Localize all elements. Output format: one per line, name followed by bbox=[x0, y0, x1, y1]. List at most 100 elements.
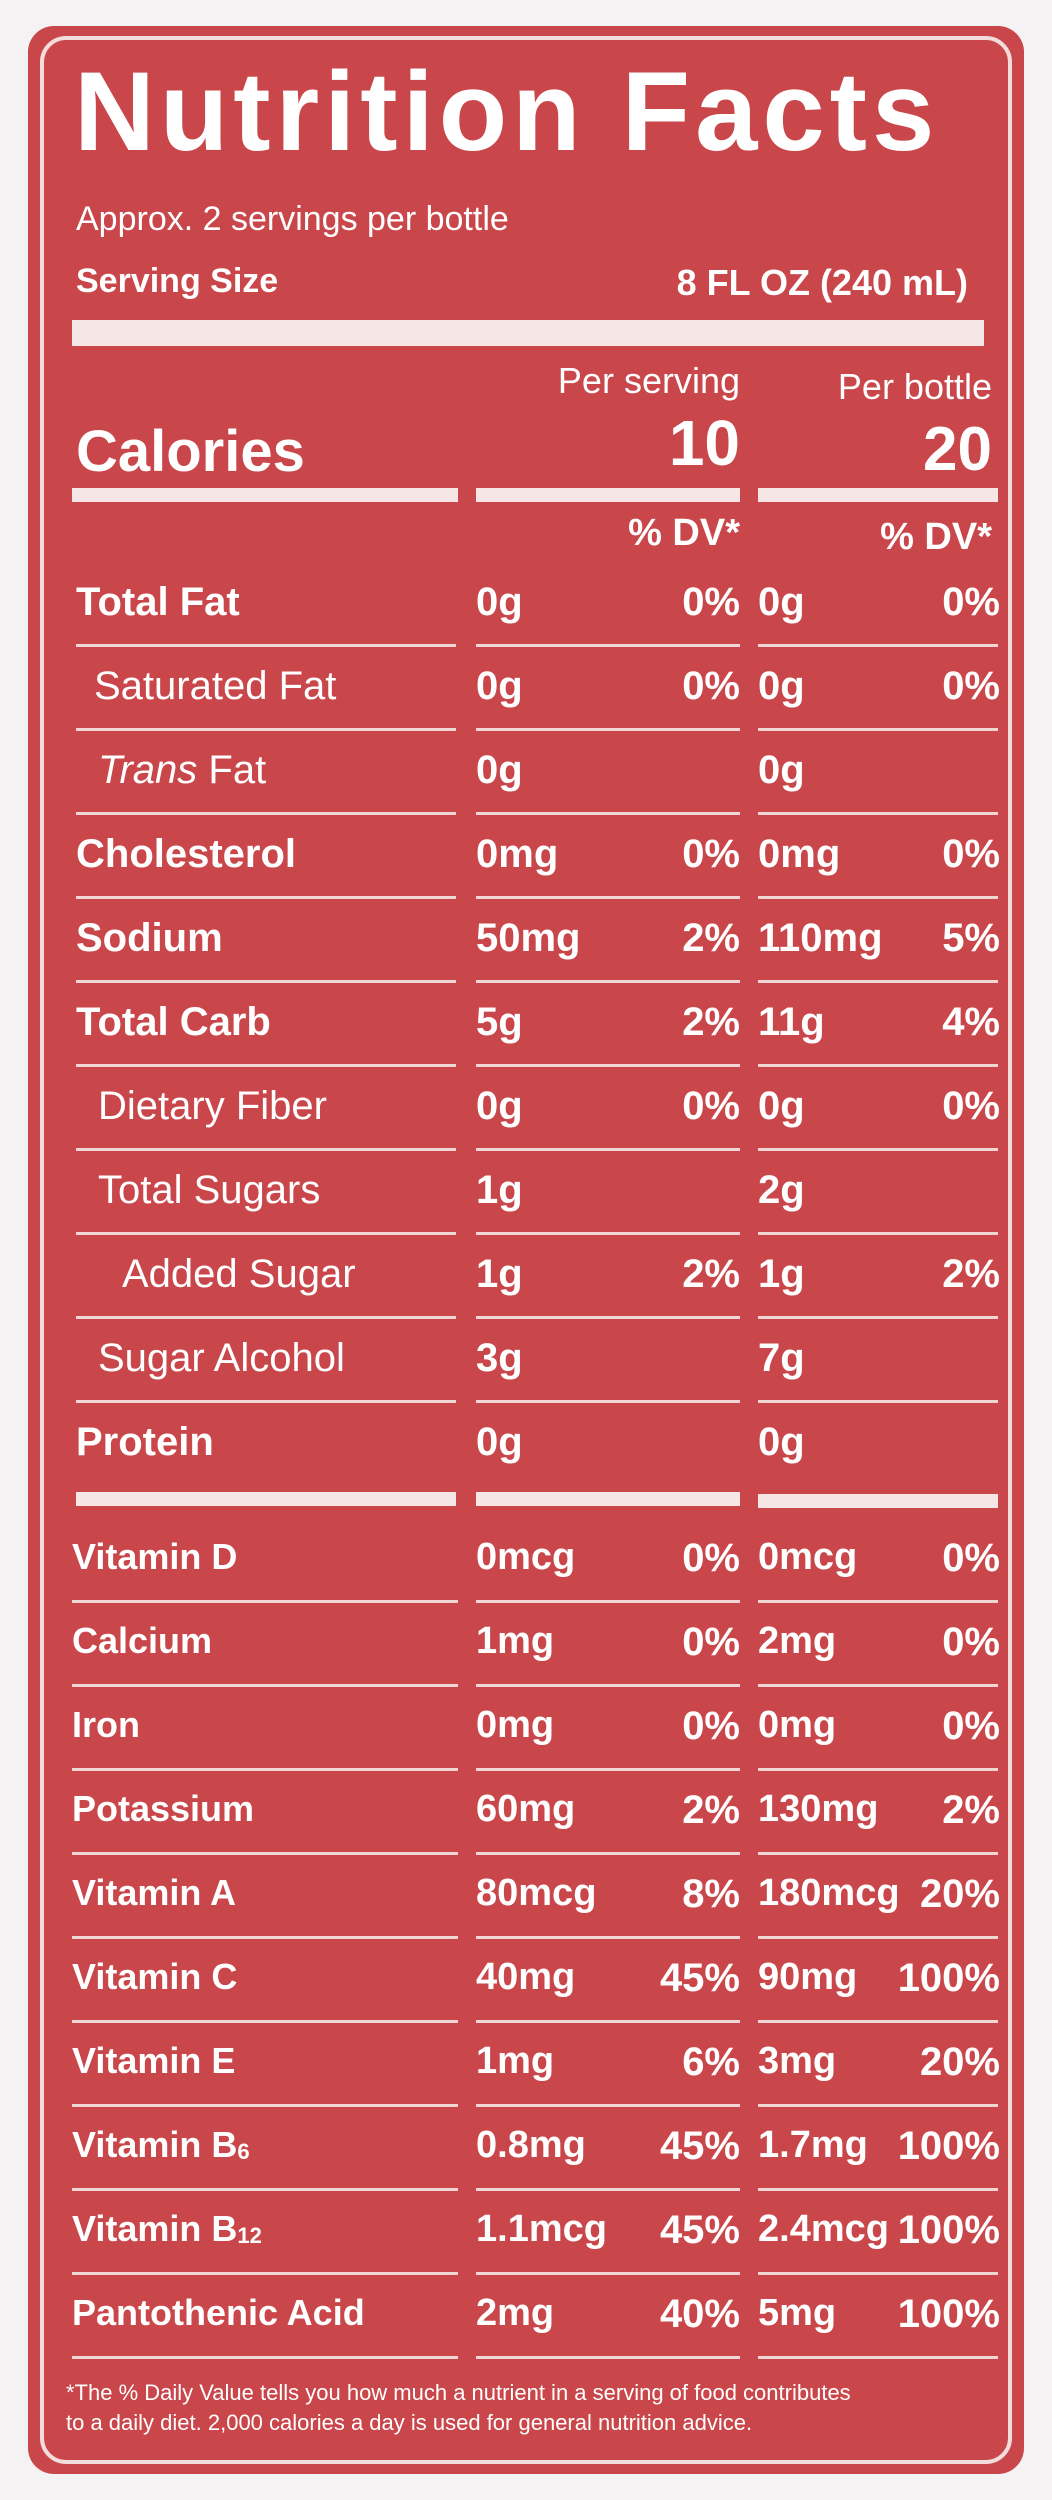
nutrient-name: Dietary Fiber bbox=[98, 1084, 327, 1128]
nutrient-serving-amount: 0g bbox=[476, 748, 523, 792]
vitamin-label: Potassium bbox=[72, 1788, 254, 1830]
nutrient-serving-dv: 0% bbox=[682, 832, 740, 876]
row-divider bbox=[476, 1148, 740, 1151]
row-divider bbox=[76, 644, 456, 647]
vitamin-subscript: 12 bbox=[237, 2223, 262, 2248]
vitamin-serving-dv: 2% bbox=[682, 1788, 740, 1832]
per-serving-label: Per serving bbox=[557, 360, 740, 401]
row-divider bbox=[76, 728, 456, 731]
row-divider bbox=[76, 812, 456, 815]
vitamin-bottle-amount: 5mg bbox=[758, 2292, 837, 2334]
nutrient-bottle-amount: 0mg bbox=[758, 832, 841, 876]
vitamin-serving-dv: 45% bbox=[659, 2208, 740, 2252]
per-bottle-label: Per bottle bbox=[837, 366, 992, 407]
row-divider bbox=[476, 2272, 740, 2275]
nutrient-serving-dv: 2% bbox=[682, 1252, 740, 1296]
nutrient-serving-amount: 0mg bbox=[476, 832, 559, 876]
row-divider bbox=[76, 1232, 456, 1235]
nutrient-name: Fat bbox=[208, 748, 267, 792]
row-divider bbox=[758, 1064, 998, 1067]
nutrient-label: Total Fat bbox=[76, 580, 240, 625]
nutrient-name: Total Fat bbox=[76, 580, 240, 624]
row-divider bbox=[758, 2356, 998, 2359]
row-divider bbox=[758, 2272, 998, 2275]
vitamin-label: Iron bbox=[72, 1704, 140, 1746]
nutrient-name: Saturated Fat bbox=[94, 664, 337, 708]
nutrition-label bbox=[28, 26, 1024, 2474]
row-divider bbox=[76, 1316, 456, 1319]
servings-per-container: Approx. 2 servings per bottle bbox=[76, 200, 509, 238]
row-divider bbox=[758, 980, 998, 983]
calories-rule-right bbox=[758, 488, 998, 502]
nutrient-serving-amount: 1g bbox=[476, 1168, 523, 1212]
vitamin-bottle-dv: 20% bbox=[919, 1872, 1000, 1916]
row-divider bbox=[758, 1684, 998, 1687]
row-divider bbox=[476, 1768, 740, 1771]
row-divider bbox=[476, 980, 740, 983]
vitamin-serving-dv: 8% bbox=[682, 1872, 740, 1916]
nutrient-bottle-amount: 0g bbox=[758, 664, 805, 708]
row-divider bbox=[758, 896, 998, 899]
vitamin-serving-amount: 0mcg bbox=[476, 1536, 576, 1578]
vitamin-bottle-dv: 100% bbox=[897, 1956, 1000, 2000]
serving-size-value: 8 FL OZ (240 mL) bbox=[676, 262, 968, 303]
vitamin-serving-dv: 6% bbox=[682, 2040, 740, 2084]
row-divider bbox=[758, 2188, 998, 2191]
row-divider bbox=[476, 896, 740, 899]
nutrient-bottle-dv: 2% bbox=[942, 1252, 1000, 1296]
row-divider bbox=[476, 728, 740, 731]
nutrient-label: Total Sugars bbox=[98, 1168, 320, 1213]
row-divider bbox=[758, 2020, 998, 2023]
vitamin-label: Vitamin A bbox=[72, 1872, 236, 1914]
vitamin-label: Calcium bbox=[72, 1620, 212, 1662]
row-divider bbox=[758, 644, 998, 647]
vitamin-bottle-amount: 180mcg bbox=[758, 1872, 900, 1914]
nutrient-bottle-amount: 7g bbox=[758, 1336, 805, 1380]
vitamin-serving-dv: 0% bbox=[682, 1620, 740, 1664]
nutrient-label: Total Carb bbox=[76, 1000, 271, 1045]
nutrient-bottle-amount: 0g bbox=[758, 748, 805, 792]
row-divider bbox=[476, 644, 740, 647]
nutrient-label: Added Sugar bbox=[122, 1252, 356, 1297]
nutrient-bottle-amount: 0g bbox=[758, 1084, 805, 1128]
protein-rule-mid bbox=[476, 1492, 740, 1506]
footnote-line-2: to a daily diet. 2,000 calories a day is… bbox=[66, 2410, 753, 2435]
row-divider bbox=[758, 1936, 998, 1939]
row-divider bbox=[76, 1148, 456, 1151]
row-divider bbox=[476, 1400, 740, 1403]
serving-size-label: Serving Size bbox=[76, 262, 279, 300]
protein-rule-right bbox=[758, 1494, 998, 1508]
nutrient-name: Total Sugars bbox=[98, 1168, 321, 1212]
row-divider bbox=[758, 1400, 998, 1403]
nutrient-label: Protein bbox=[76, 1420, 214, 1465]
nutrient-bottle-dv: 5% bbox=[942, 916, 1000, 960]
nutrient-bottle-amount: 0g bbox=[758, 1420, 805, 1464]
row-divider bbox=[72, 2356, 458, 2359]
vitamin-serving-amount: 60mg bbox=[476, 1788, 576, 1830]
row-divider bbox=[76, 1400, 456, 1403]
vitamin-name: Pantothenic Acid bbox=[72, 2292, 365, 2333]
nutrient-serving-dv: 0% bbox=[682, 580, 740, 624]
vitamin-label: Pantothenic Acid bbox=[72, 2292, 365, 2334]
nutrient-serving-amount: 5g bbox=[476, 1000, 523, 1044]
nutrient-serving-dv: 0% bbox=[682, 664, 740, 708]
nutrient-label: Trans Fat bbox=[98, 748, 266, 793]
vitamin-serving-amount: 0.8mg bbox=[476, 2124, 586, 2166]
thick-rule-top bbox=[72, 320, 984, 346]
vitamin-bottle-amount: 90mg bbox=[758, 1956, 858, 1998]
nutrient-bottle-amount: 2g bbox=[758, 1168, 805, 1212]
row-divider bbox=[72, 1684, 458, 1687]
row-divider bbox=[476, 1316, 740, 1319]
vitamin-label: Vitamin E bbox=[72, 2040, 235, 2082]
nutrient-label: Sodium bbox=[76, 916, 223, 961]
row-divider bbox=[476, 1064, 740, 1067]
nutrient-bottle-amount: 1g bbox=[758, 1252, 805, 1296]
nutrient-label: Saturated Fat bbox=[94, 664, 336, 709]
vitamin-serving-dv: 45% bbox=[659, 2124, 740, 2168]
calories-per-bottle: 20 bbox=[923, 415, 992, 484]
nutrient-bottle-dv: 0% bbox=[942, 580, 1000, 624]
nutrition-facts-title: Nutrition Facts bbox=[74, 49, 940, 174]
nutrient-bottle-dv: 0% bbox=[942, 664, 1000, 708]
vitamin-name: Vitamin B bbox=[72, 2208, 238, 2249]
row-divider bbox=[758, 1232, 998, 1235]
